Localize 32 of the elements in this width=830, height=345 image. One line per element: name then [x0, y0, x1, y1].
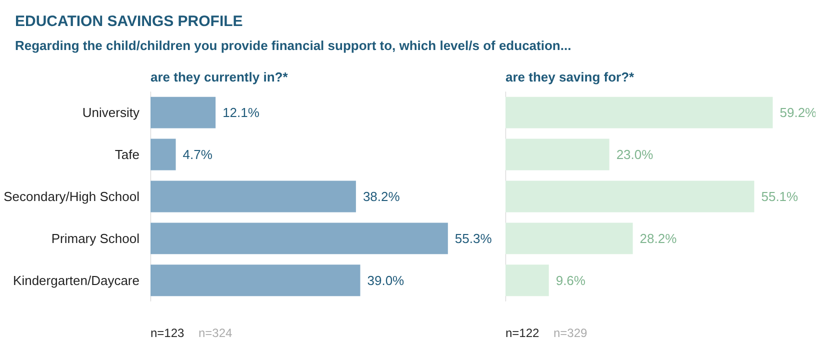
- chart-title: are they saving for?*: [506, 70, 636, 84]
- bar: [150, 264, 360, 296]
- data-label: 23.0%: [616, 147, 654, 162]
- data-label: 55.3%: [454, 230, 492, 246]
- bar: [150, 96, 216, 128]
- data-label: 55.1%: [761, 188, 799, 204]
- data-label: 12.1%: [222, 105, 260, 120]
- data-label: 28.2%: [640, 230, 678, 246]
- bar: [150, 222, 448, 254]
- text: n=324: [198, 326, 233, 340]
- text: n=329: [554, 326, 588, 340]
- y-tick-label: Primary School: [51, 230, 140, 246]
- bar: [506, 264, 549, 296]
- bar: [506, 96, 773, 128]
- y-tick-label: University: [82, 105, 140, 120]
- text: Regarding the child/children you provide financial support to, which level/s of education...: [15, 37, 572, 56]
- bar: [150, 138, 176, 170]
- data-label: 38.2%: [362, 188, 400, 204]
- bar: [506, 138, 610, 170]
- bar: [150, 180, 356, 212]
- text: n=123: [150, 326, 185, 340]
- y-tick-label: Kindergarten/Daycare: [13, 272, 140, 288]
- text: n=122: [506, 326, 540, 340]
- bar: [506, 222, 633, 254]
- text: EDUCATION SAVINGS PROFILE: [15, 12, 244, 32]
- data-label: 9.6%: [556, 272, 586, 288]
- data-label: 39.0%: [367, 272, 405, 288]
- chart-title: are they currently in?*: [150, 70, 289, 84]
- bar: [506, 180, 754, 212]
- y-tick-label: Secondary/High School: [4, 188, 140, 204]
- y-tick-label: Tafe: [114, 147, 140, 162]
- data-label: 4.7%: [182, 147, 213, 162]
